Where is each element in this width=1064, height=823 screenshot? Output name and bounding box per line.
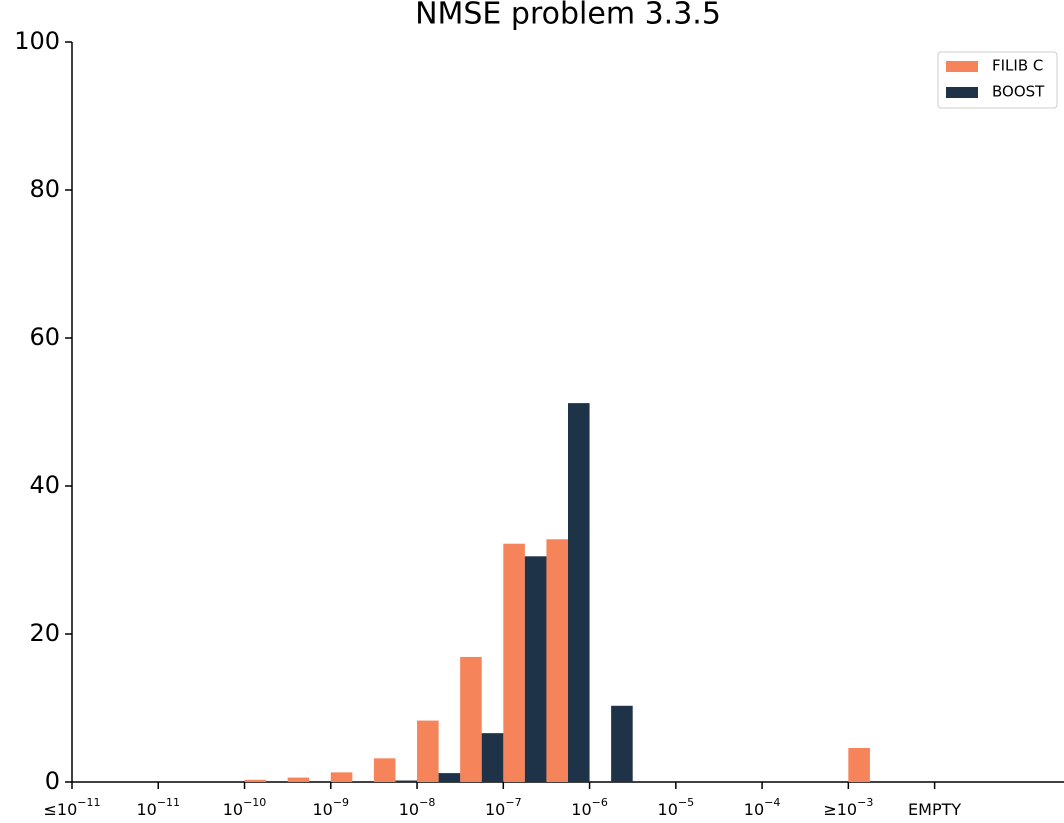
- x-tick-label: 10−4: [744, 796, 781, 819]
- x-tick-exponent: −8: [419, 796, 435, 809]
- bar: [546, 539, 568, 782]
- chart-title: NMSE problem 3.3.5: [415, 0, 721, 32]
- legend-swatch: [946, 61, 978, 72]
- x-tick-exponent: −7: [505, 796, 521, 809]
- x-tick-base: EMPTY: [908, 800, 961, 819]
- bar: [395, 780, 418, 782]
- legend: FILIB C BOOST: [937, 51, 1058, 109]
- y-tick-label: 20: [29, 619, 60, 647]
- x-tick-label: 10−9: [312, 796, 349, 819]
- x-tick-label: 10−11: [136, 796, 180, 819]
- x-tick-label: EMPTY: [908, 800, 961, 819]
- x-tick-exponent: −11: [77, 796, 100, 809]
- bar: [481, 733, 504, 782]
- x-tick-base: 10: [223, 800, 243, 819]
- bar: [287, 777, 310, 782]
- x-tick-label: 10−5: [658, 796, 695, 819]
- bar: [503, 543, 525, 782]
- x-tick-base: 10: [571, 800, 591, 819]
- x-tick-exponent: −10: [243, 796, 266, 809]
- x-tick-base: 10: [485, 800, 505, 819]
- x-tick-base: 10: [312, 800, 332, 819]
- x-tick-exponent: −4: [764, 796, 780, 809]
- x-tick-exponent: −3: [857, 796, 873, 809]
- x-tick-base: 10: [399, 800, 419, 819]
- x-tick-label: 10−6: [571, 796, 608, 819]
- bar: [438, 773, 461, 782]
- x-tick-base: ≥10: [823, 800, 857, 819]
- y-tick-label: 0: [45, 767, 60, 795]
- legend-swatch: [946, 87, 978, 98]
- bar: [373, 758, 396, 782]
- legend-label: FILIB C: [992, 57, 1043, 75]
- x-tick-base: 10: [658, 800, 678, 819]
- x-tick-label: 10−10: [223, 796, 267, 819]
- x-tick-exponent: −9: [333, 796, 349, 809]
- x-tick-label: ≥10−3: [823, 796, 873, 819]
- bar: [848, 747, 870, 782]
- bar: [460, 656, 482, 782]
- x-tick-base: 10: [136, 800, 156, 819]
- x-tick-base: 10: [744, 800, 764, 819]
- bar: [524, 556, 547, 782]
- legend-label: BOOST: [992, 83, 1045, 101]
- y-tick-label: 100: [14, 27, 60, 55]
- bar: [611, 705, 633, 782]
- x-tick-exponent: −5: [678, 796, 694, 809]
- x-tick-base: ≤10: [44, 800, 78, 819]
- y-tick-label: 80: [29, 175, 60, 203]
- x-tick-exponent: −6: [592, 796, 608, 809]
- x-tick-exponent: −11: [157, 796, 180, 809]
- bar: [244, 779, 267, 782]
- x-tick-label: 10−8: [399, 796, 436, 819]
- bar: [568, 403, 590, 782]
- y-tick-label: 40: [29, 471, 60, 499]
- bar: [330, 772, 353, 782]
- y-tick-label: 60: [29, 323, 60, 351]
- x-tick-label: 10−7: [485, 796, 522, 819]
- x-tick-label: ≤10−11: [44, 796, 101, 819]
- bar: [417, 720, 439, 782]
